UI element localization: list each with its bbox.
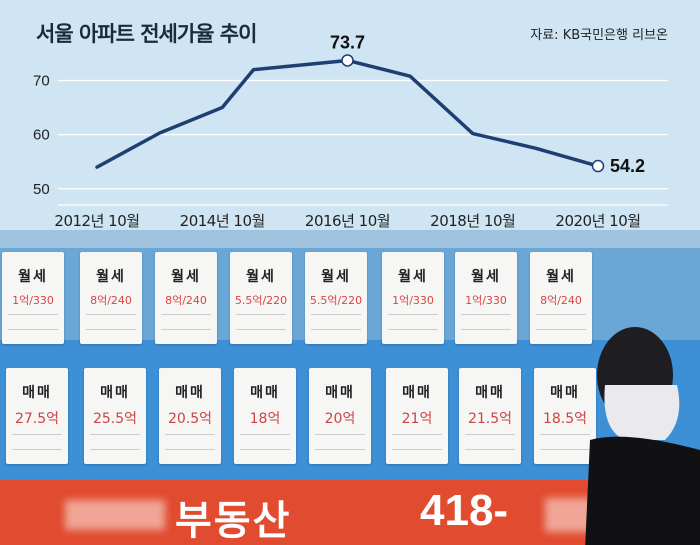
real-estate-photo: 월세 1억/330 월세 8억/240 월세 8억/240 월세 5.5억/220 월세 5.5억… [0,230,700,545]
notice-kind: 매매 [475,385,505,401]
notice-price: 5.5억/220 [234,294,288,307]
notice-text-lines [161,314,211,330]
photo-window-top [0,230,700,248]
y-tick-label: 50 [33,181,50,198]
data-point-marker [591,159,605,173]
notice-text-lines [12,434,62,450]
notice-text-lines [536,314,586,330]
notice-kind: 월세 [18,269,48,285]
listing-notice: 매매 20억 [309,368,371,464]
listing-notice: 매매 25.5억 [84,368,146,464]
notice-price: 20.5억 [167,411,213,427]
series-line [95,58,600,169]
notice-text-lines [8,314,58,330]
notice-kind: 월세 [546,269,576,285]
notice-price: 27.5억 [14,411,60,427]
sign-text: 부동산 [175,498,292,544]
listing-notice: 월세 8억/240 [80,252,142,344]
notice-text-lines [86,314,136,330]
listing-notice: 매매 18억 [234,368,296,464]
x-tick-label: 2020년 10월 [555,212,640,230]
notice-price: 1억/330 [392,294,434,307]
notice-text-lines [465,434,515,450]
notice-price: 1억/330 [12,294,54,307]
notice-kind: 월세 [321,269,351,285]
notice-price: 1억/330 [465,294,507,307]
notice-text-lines [311,314,361,330]
notice-price: 20억 [324,411,356,427]
notice-text-lines [90,434,140,450]
line-chart: 50 60 70 2012년 10월 2014년 10월 2016년 10월 2018년 1… [33,32,668,230]
x-tick-label: 2018년 10월 [430,212,515,230]
listing-notice: 매매 27.5억 [6,368,68,464]
data-point-marker [341,54,354,67]
listing-notice: 월세 1억/330 [455,252,517,344]
listing-notice: 월세 8억/240 [155,252,217,344]
y-tick-label: 70 [33,72,50,89]
chart-area: 서울 아파트 전세가율 추이 자료: KB국민은행 리브온 50 60 70 2012… [0,0,700,230]
notice-text-lines [461,314,511,330]
notice-text-lines [315,434,365,450]
data-label: 54.2 [610,156,645,176]
notice-kind: 매매 [550,385,580,401]
notice-kind: 매매 [325,385,355,401]
notice-kind: 월세 [246,269,276,285]
notice-text-lines [392,434,442,450]
notice-price: 18.5억 [542,411,588,427]
listing-notice: 월세 5.5억/220 [305,252,367,344]
y-tick-label: 60 [33,127,50,144]
x-tick-label: 2016년 10월 [305,212,390,230]
sign-phone: 418- [420,486,509,535]
listing-notice: 매매 18.5억 [534,368,596,464]
notice-price: 25.5억 [92,411,138,427]
notice-kind: 매매 [100,385,130,401]
notice-kind: 매매 [402,385,432,401]
chart-title: 서울 아파트 전세가율 추이 [36,22,257,46]
listing-notice: 월세 1억/330 [382,252,444,344]
notice-price: 21억 [401,411,433,427]
notice-price: 18억 [249,411,281,427]
notice-kind: 월세 [398,269,428,285]
notice-text-lines [236,314,286,330]
chart-source: 자료: KB국민은행 리브온 [530,28,668,43]
listing-notice: 매매 21.5억 [459,368,521,464]
notice-price: 21.5억 [467,411,513,427]
listing-notice: 월세 1억/330 [2,252,64,344]
masked-person-silhouette [585,327,700,545]
notice-price: 8억/240 [165,294,207,307]
notice-kind: 월세 [171,269,201,285]
data-label: 73.7 [330,32,365,52]
notice-text-lines [165,434,215,450]
notice-kind: 월세 [471,269,501,285]
notice-kind: 매매 [175,385,205,401]
listing-notice: 매매 21억 [386,368,448,464]
x-tick-label: 2012년 10월 [54,212,139,230]
listing-notice: 월세 5.5억/220 [230,252,292,344]
notice-price: 5.5억/220 [309,294,363,307]
x-tick-label: 2014년 10월 [180,212,265,230]
notice-text-lines [540,434,590,450]
listing-notice: 매매 20.5억 [159,368,221,464]
notice-text-lines [240,434,290,450]
blurred-sign-name [65,500,165,530]
notice-price: 8억/240 [540,294,582,307]
listing-notice: 월세 8억/240 [530,252,592,344]
notice-kind: 매매 [250,385,280,401]
notice-price: 8억/240 [90,294,132,307]
notice-text-lines [388,314,438,330]
notice-kind: 월세 [96,269,126,285]
notice-kind: 매매 [22,385,52,401]
